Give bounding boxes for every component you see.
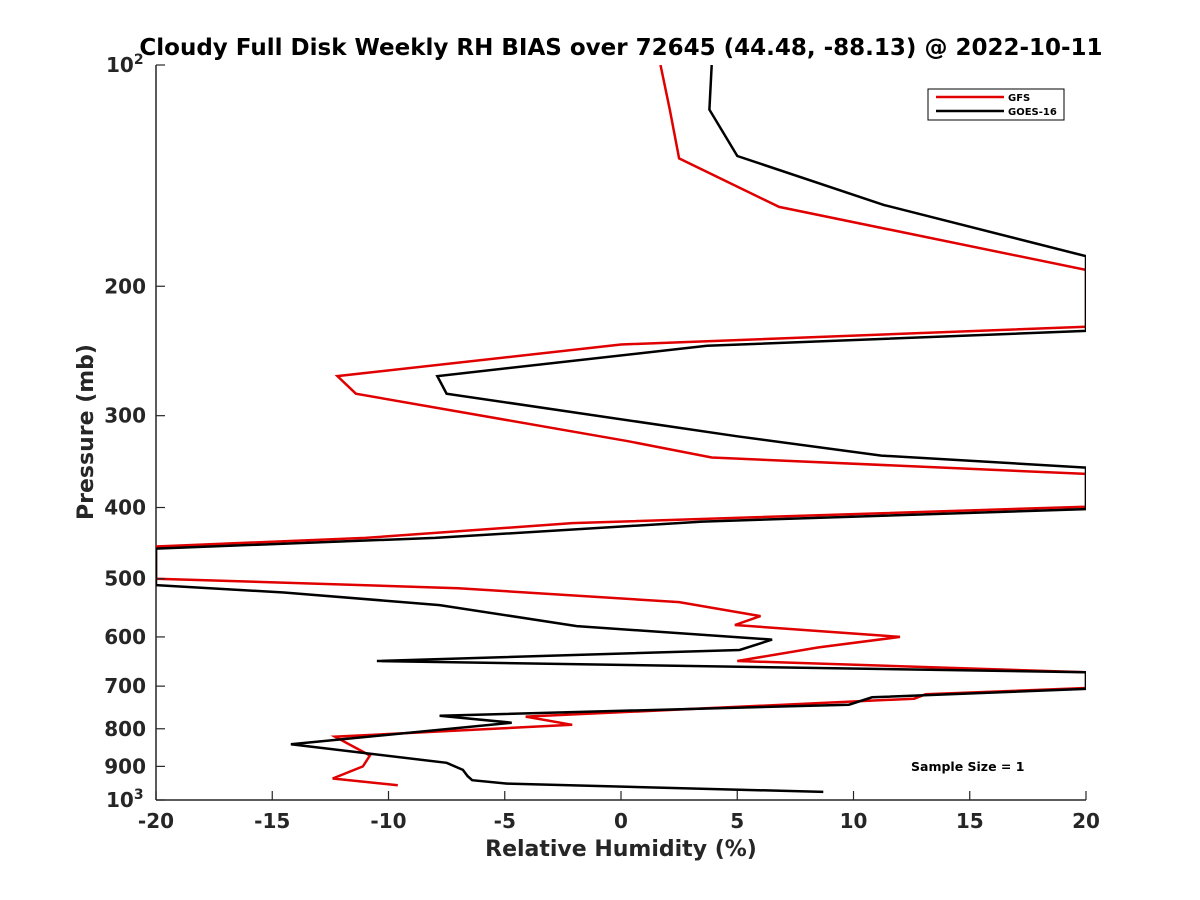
- series-line-goes-16: [156, 65, 1086, 794]
- series-line-gfs: [156, 65, 1086, 787]
- x-tick-label: 5: [730, 809, 744, 833]
- x-axis-label: Relative Humidity (%): [485, 837, 757, 862]
- y-tick-label: 500: [104, 567, 146, 591]
- x-tick-label: -20: [138, 809, 174, 833]
- x-tick-label: -15: [254, 809, 290, 833]
- x-tick-label: 15: [956, 809, 984, 833]
- sample-size-annotation: Sample Size = 1: [911, 759, 1024, 774]
- y-tick-label: 300: [104, 404, 146, 428]
- y-tick-label: 700: [104, 674, 146, 698]
- y-tick-label: 800: [104, 717, 146, 741]
- x-tick-label: 0: [614, 809, 628, 833]
- legend-box: [927, 88, 1065, 121]
- y-tick-label: 900: [104, 754, 146, 778]
- chart-title: Cloudy Full Disk Weekly RH BIAS over 726…: [139, 35, 1102, 61]
- x-tick-label: -10: [370, 809, 406, 833]
- legend-label-gfs: GFS: [1008, 93, 1030, 104]
- x-tick-label: 10: [840, 809, 868, 833]
- legend-label-goes-16: GOES-16: [1008, 107, 1057, 118]
- y-tick-label: 200: [104, 274, 146, 298]
- y-tick-label: 600: [104, 625, 146, 649]
- x-tick-label: 20: [1072, 809, 1100, 833]
- series-layer: [156, 65, 1086, 794]
- x-axis-ticks: -20 -15 -10 -5 0 5 10 15 20: [138, 791, 1100, 833]
- x-tick-label: -5: [494, 809, 516, 833]
- y-axis-label: Pressure (mb): [74, 344, 99, 520]
- legend: GFS GOES-16: [927, 88, 1065, 121]
- y-tick-label: 400: [104, 496, 146, 520]
